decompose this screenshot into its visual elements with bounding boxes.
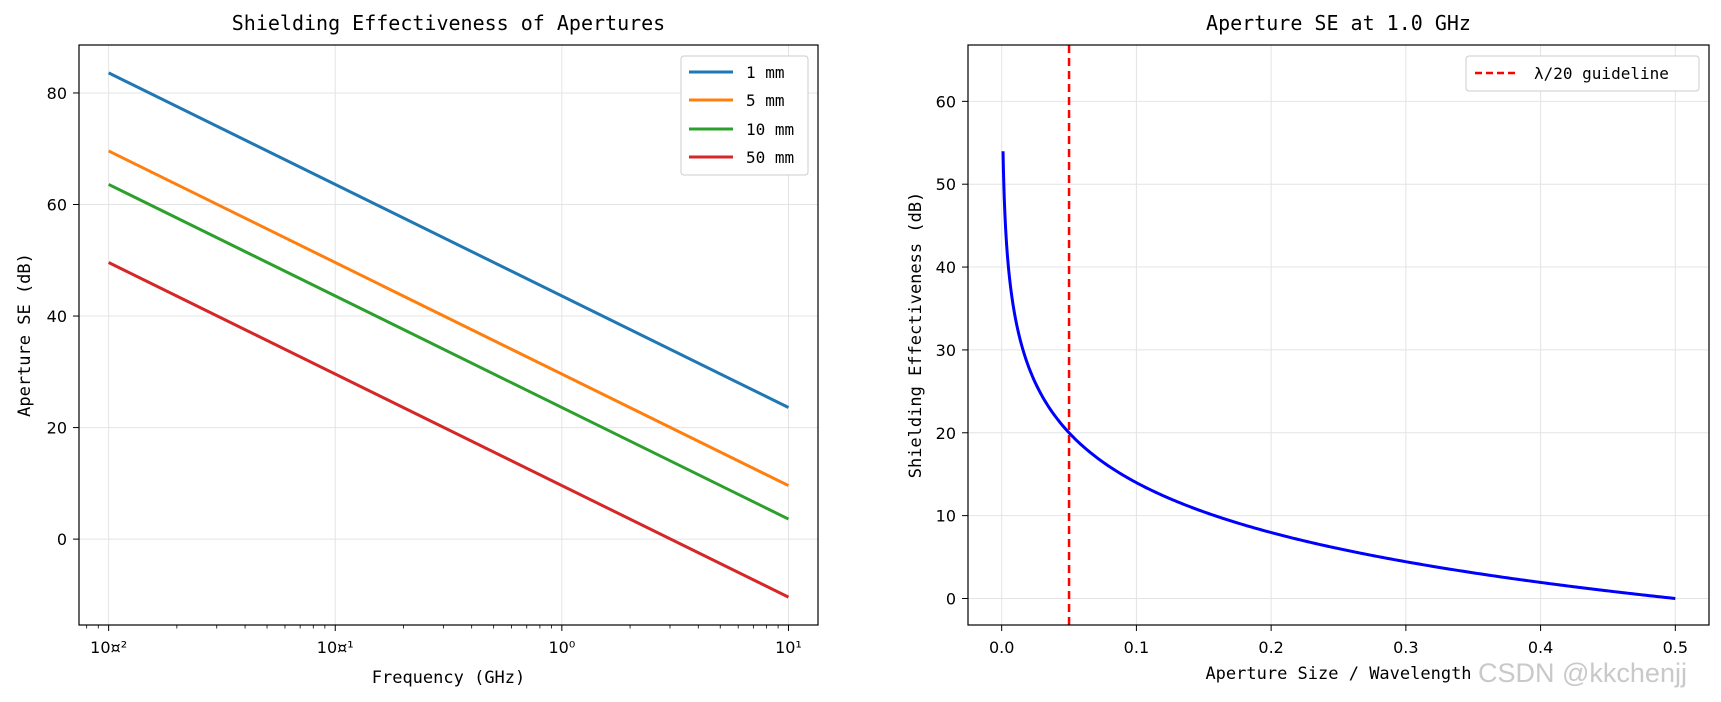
chart2-y-tick-label: 30 <box>936 341 956 360</box>
chart1-x-tick-label: 10⁰ <box>548 638 575 657</box>
chart2-y-tick-label: 0 <box>946 589 956 608</box>
chart2-y-tick-label: 20 <box>936 424 956 443</box>
watermark: CSDN @kkchenjj <box>1478 658 1687 688</box>
chart1-ylabel: Aperture SE (dB) <box>15 253 35 417</box>
chart-se-vs-aperture-ratio: 0.0 0.1 0.2 0.3 0.4 0.5 0 10 20 30 40 50 60 Aperture… <box>906 11 1710 684</box>
chart2-x-tick-label: 0.5 <box>1663 638 1688 657</box>
chart1-x-tick-label: 10¤² <box>90 638 127 657</box>
chart2-ticks: 0.0 0.1 0.2 0.3 0.4 0.5 0 10 20 30 40 50 60 <box>936 92 1688 657</box>
chart-se-vs-frequency: 10¤² 10¤¹ 10⁰ 10¹ 0 20 40 60 80 Shielding Effect… <box>15 11 819 688</box>
chart1-y-tick-label: 80 <box>47 84 67 103</box>
chart2-title: Aperture SE at 1.0 GHz <box>1206 11 1471 35</box>
chart2-series-lines <box>1001 45 1676 625</box>
chart1-x-tick-label: 10¤¹ <box>317 638 354 657</box>
chart1-title: Shielding Effectiveness of Apertures <box>232 11 665 35</box>
chart1-x-tick-label: 10¹ <box>775 638 802 657</box>
legend-label-guideline: λ/20 guideline <box>1534 64 1669 83</box>
chart2-x-tick-label: 0.1 <box>1124 638 1149 657</box>
chart1-ticks: 10¤² 10¤¹ 10⁰ 10¹ 0 20 40 60 80 <box>47 84 802 657</box>
chart1-series-lines <box>107 71 790 599</box>
series-line-50mm <box>107 261 790 599</box>
chart2-y-tick-label: 40 <box>936 258 956 277</box>
chart2-xlabel: Aperture Size / Wavelength <box>1205 664 1471 684</box>
legend-label-10mm: 10 mm <box>746 120 794 139</box>
chart2-y-tick-label: 10 <box>936 507 956 526</box>
series-line-1mm <box>107 71 790 409</box>
chart2-ylabel: Shielding Effectiveness (dB) <box>906 192 926 479</box>
chart2-legend: λ/20 guideline <box>1465 55 1700 92</box>
chart1-legend: 1 mm 5 mm 10 mm 50 mm <box>680 55 809 176</box>
chart2-legend-box <box>1465 55 1700 92</box>
chart2-y-tick-label: 60 <box>936 92 956 111</box>
chart1-y-tick-label: 0 <box>57 530 67 549</box>
chart2-x-tick-label: 0.4 <box>1528 638 1553 657</box>
chart2-x-tick-label: 0.0 <box>989 638 1014 657</box>
chart2-grid <box>968 45 1709 625</box>
chart2-x-tick-label: 0.3 <box>1393 638 1418 657</box>
chart1-y-tick-label: 40 <box>47 307 67 326</box>
series-line-se-curve <box>1001 151 1676 600</box>
series-line-10mm <box>107 183 790 521</box>
chart1-plot-frame <box>78 44 819 626</box>
chart2-plot-frame <box>967 44 1710 626</box>
legend-label-1mm: 1 mm <box>746 63 785 82</box>
chart2-y-tick-label: 50 <box>936 175 956 194</box>
legend-label-50mm: 50 mm <box>746 148 794 167</box>
chart1-xlabel: Frequency (GHz) <box>372 668 526 688</box>
series-line-5mm <box>107 149 790 487</box>
chart2-x-tick-label: 0.2 <box>1258 638 1283 657</box>
legend-label-5mm: 5 mm <box>746 91 785 110</box>
chart1-y-tick-label: 60 <box>47 196 67 215</box>
chart1-legend-box <box>680 55 809 176</box>
chart1-y-tick-label: 20 <box>47 419 67 438</box>
